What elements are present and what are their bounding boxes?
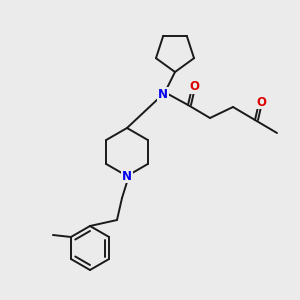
Text: N: N xyxy=(122,169,132,182)
Text: O: O xyxy=(256,95,266,109)
Text: N: N xyxy=(158,88,168,100)
Text: O: O xyxy=(189,80,199,94)
